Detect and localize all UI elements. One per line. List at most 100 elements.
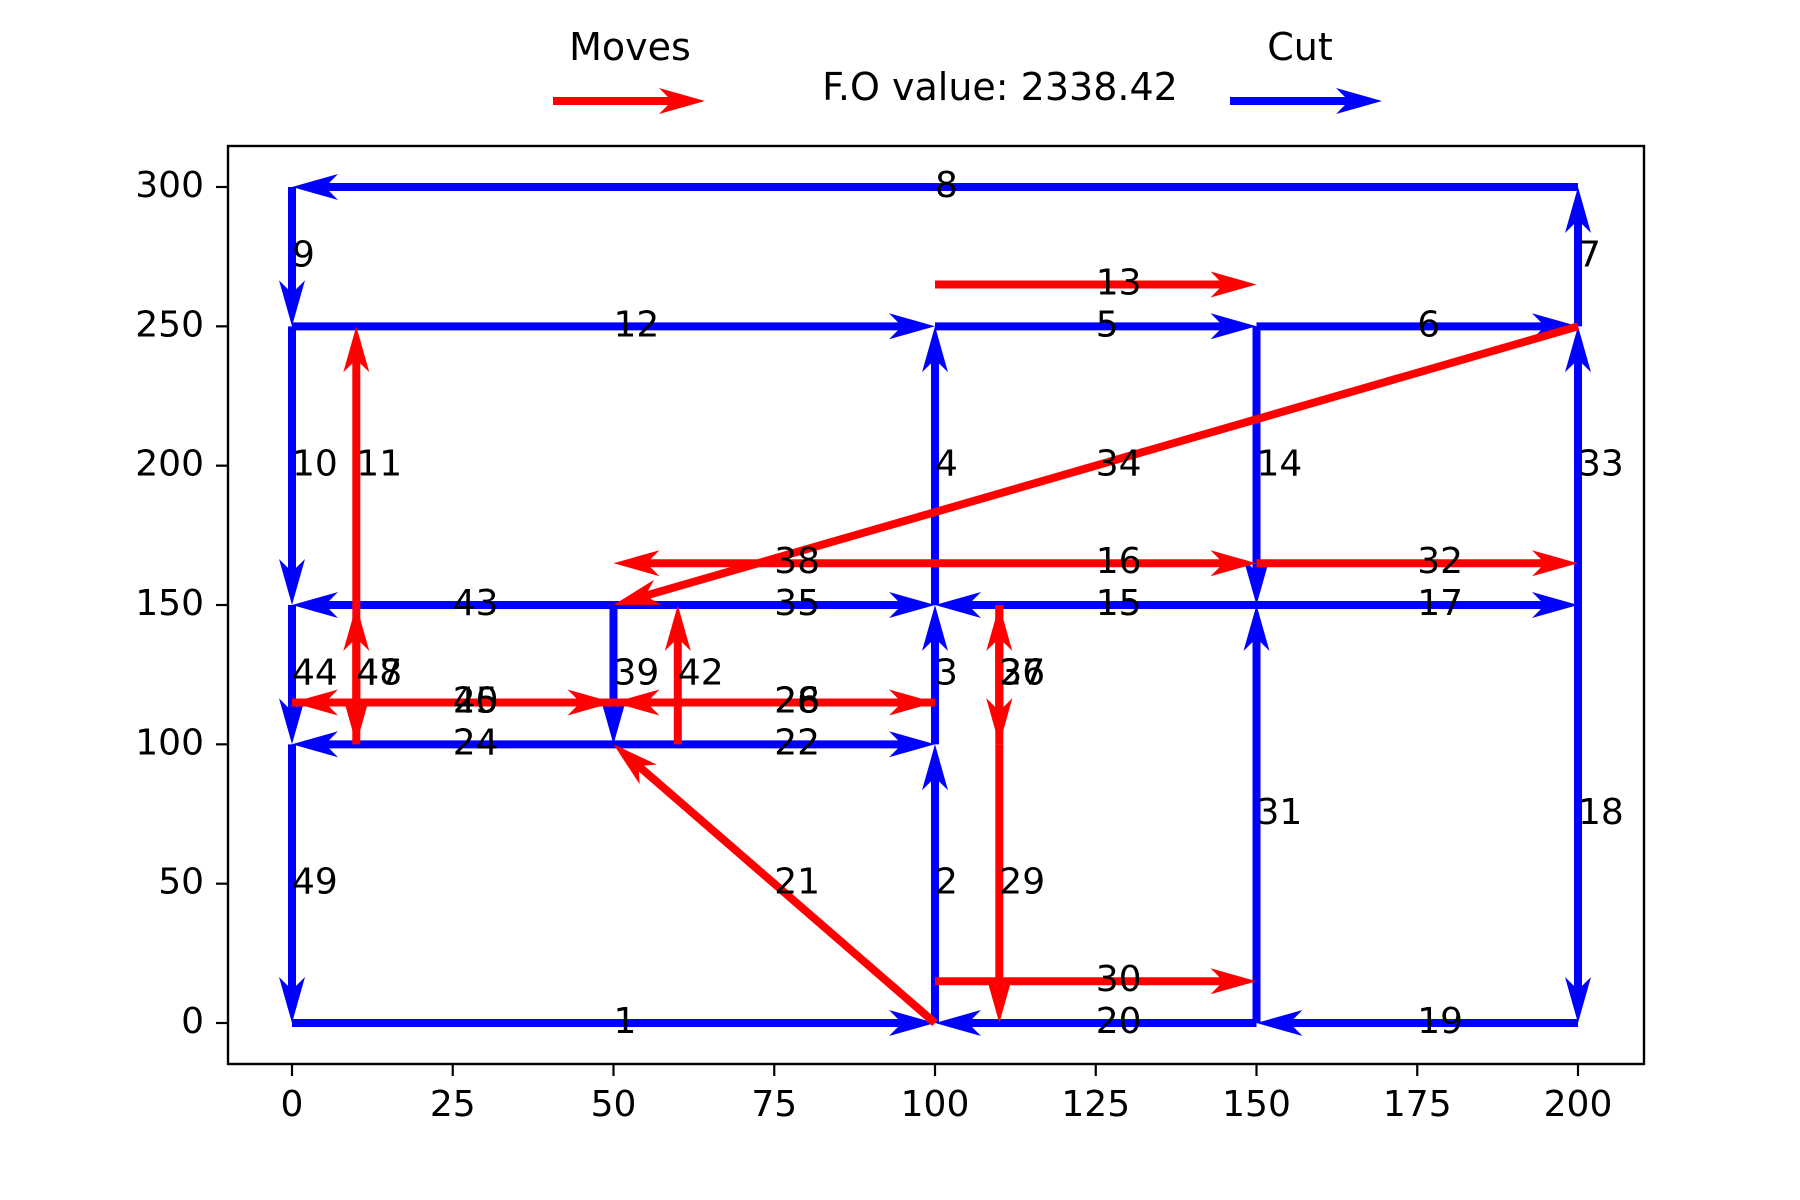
- edge-label-24: 24: [453, 722, 499, 763]
- edge-cut-44: [279, 605, 305, 745]
- legend-moves-line: [553, 88, 705, 114]
- x-tick-label: 100: [901, 1084, 970, 1125]
- edge-label-18: 18: [1578, 792, 1624, 833]
- edge-label-6: 6: [1417, 304, 1440, 345]
- edge-label-8: 8: [935, 165, 958, 206]
- edge-label-21: 21: [774, 862, 820, 903]
- edge-cut-22: [613, 731, 935, 758]
- edge-cut-9: [279, 187, 305, 327]
- edge-label-14: 14: [1257, 444, 1303, 485]
- edge-cut-12: [292, 313, 935, 340]
- y-tick-label: 250: [135, 304, 204, 345]
- edge-label-28: 28: [774, 681, 820, 722]
- edge-label-1: 1: [614, 1001, 637, 1042]
- edge-move-29: [986, 744, 1013, 1023]
- y-tick-label: 50: [158, 862, 204, 903]
- edge-cut-8: [292, 174, 1578, 200]
- edge-label-42: 42: [678, 653, 724, 694]
- edge-cut-17: [1256, 592, 1578, 618]
- edge-move-37: [986, 605, 1013, 745]
- x-tick-label: 150: [1222, 1084, 1291, 1125]
- x-tick-label: 75: [751, 1084, 797, 1125]
- legend-cut-line: [1230, 88, 1382, 114]
- edge-label-48: 48: [356, 653, 402, 694]
- edge-label-9: 9: [292, 235, 315, 276]
- edge-move-48: [343, 605, 370, 745]
- edge-move-30: [935, 968, 1257, 995]
- edge-move-42: [664, 605, 691, 745]
- edge-label-11: 11: [356, 444, 402, 485]
- edge-label-37: 37: [999, 653, 1045, 694]
- edge-cut-14: [1243, 326, 1270, 605]
- edge-label-30: 30: [1096, 959, 1142, 1000]
- edge-cut-1: [292, 1010, 935, 1036]
- edge-label-17: 17: [1417, 583, 1463, 624]
- edge-cut-7: [1565, 187, 1591, 327]
- y-tick-label: 300: [135, 165, 204, 206]
- edge-label-20: 20: [1096, 1001, 1142, 1042]
- edge-label-34: 34: [1096, 444, 1142, 485]
- edge-move-40: [292, 689, 614, 716]
- edge-move-32: [1256, 550, 1578, 577]
- x-tick-label: 0: [281, 1084, 304, 1125]
- x-tick-label: 25: [430, 1084, 476, 1125]
- y-tick-label: 200: [135, 444, 204, 485]
- edge-label-15: 15: [1096, 583, 1142, 624]
- edge-label-49: 49: [292, 862, 338, 903]
- edge-label-3: 3: [935, 653, 958, 694]
- edge-label-13: 13: [1096, 263, 1142, 304]
- edge-label-16: 16: [1096, 541, 1142, 582]
- edge-cut-43: [292, 592, 614, 618]
- edge-move-16: [935, 550, 1257, 577]
- edge-label-31: 31: [1257, 792, 1303, 833]
- edge-cut-49: [279, 744, 305, 1023]
- x-tick-label: 50: [591, 1084, 637, 1125]
- edges-layer: [279, 174, 1591, 1036]
- legend-moves-label: Moves: [569, 25, 691, 69]
- edge-cut-35: [613, 592, 935, 618]
- edge-cut-19: [1256, 1010, 1578, 1036]
- edge-move-38: [613, 550, 935, 577]
- edge-label-38: 38: [774, 541, 820, 582]
- edge-label-35: 35: [774, 583, 820, 624]
- edge-cut-39: [600, 605, 627, 745]
- edge-label-36: 36: [999, 653, 1045, 694]
- edge-label-27: 27: [999, 653, 1045, 694]
- edge-label-22: 22: [774, 722, 820, 763]
- y-tick-label: 100: [135, 722, 204, 763]
- edge-label-19: 19: [1417, 1001, 1463, 1042]
- chart-title: F.O value: 2338.42: [822, 65, 1178, 109]
- edge-move-13: [935, 271, 1257, 298]
- edge-cut-5: [935, 313, 1257, 340]
- legend-cut-label: Cut: [1267, 25, 1333, 69]
- axis-ticks: 0 25 50 75 100 125 150 175 200 0 50 100 150 200 250 300: [135, 165, 1612, 1125]
- edge-label-2: 2: [935, 862, 958, 903]
- y-tick-label: 150: [135, 583, 204, 624]
- edge-label-26: 26: [774, 681, 820, 722]
- edge-cut-15: [935, 592, 1257, 618]
- edge-label-10: 10: [292, 444, 338, 485]
- x-tick-label: 175: [1383, 1084, 1452, 1125]
- edge-move-11: [343, 326, 370, 605]
- edge-label-44: 44: [292, 653, 338, 694]
- edge-label-39: 39: [614, 653, 660, 694]
- edge-move-21: [613, 744, 938, 1027]
- edge-label-47: 47: [356, 653, 402, 694]
- edge-cut-20: [935, 1010, 1257, 1036]
- y-tick-label: 0: [181, 1001, 204, 1042]
- edge-label-32: 32: [1417, 541, 1463, 582]
- legend-cut-arrow: [1230, 88, 1382, 114]
- edge-label-33: 33: [1578, 444, 1624, 485]
- legend: Moves Cut: [553, 25, 1382, 114]
- edge-cut-31: [1243, 605, 1270, 1023]
- x-tick-label: 200: [1544, 1084, 1613, 1125]
- edge-cut-18: [1565, 605, 1591, 1023]
- edge-label-12: 12: [614, 304, 660, 345]
- edge-label-29: 29: [999, 862, 1045, 903]
- edge-label-7: 7: [1578, 235, 1601, 276]
- edge-cut-10: [279, 326, 305, 605]
- x-tick-label: 125: [1061, 1084, 1130, 1125]
- edge-label-43: 43: [453, 583, 499, 624]
